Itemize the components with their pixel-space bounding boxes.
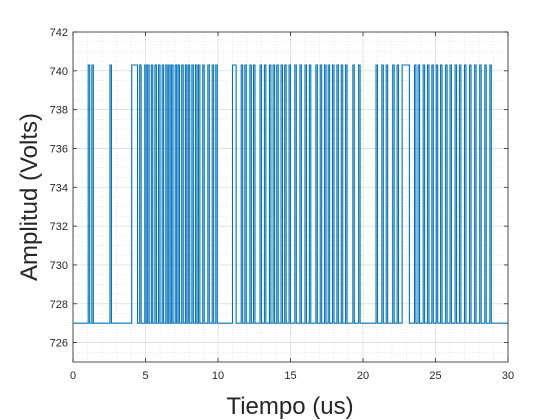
series-line	[73, 64, 508, 324]
y-tick-label: 732	[50, 221, 68, 233]
ticks-layer	[72, 31, 509, 362]
y-tick-label: 730	[50, 260, 68, 272]
x-tick-label: 0	[70, 370, 76, 382]
y-tick-label: 726	[50, 338, 68, 350]
y-tick-label: 734	[50, 182, 68, 194]
y-tick-labels: 726 728 730 732 734 736 738 740 742	[50, 27, 68, 350]
y-tick-label: 740	[50, 66, 68, 78]
x-tick-label: 30	[502, 370, 514, 382]
x-tick-label: 10	[212, 370, 224, 382]
y-tick-label: 742	[50, 27, 68, 39]
series-layer	[73, 64, 508, 324]
x-tick-label: 25	[429, 370, 441, 382]
y-axis-label: Amplitud (Volts)	[16, 113, 43, 281]
y-tick-label: 736	[50, 143, 68, 155]
x-tick-labels: 0 5 10 15 20 25 30	[70, 370, 514, 382]
x-axis-label: Tiempo (us)	[226, 393, 353, 420]
x-tick-label: 15	[284, 370, 296, 382]
y-tick-label: 738	[50, 105, 68, 117]
x-tick-label: 5	[142, 370, 148, 382]
x-tick-label: 20	[357, 370, 369, 382]
y-tick-label: 728	[50, 299, 68, 311]
